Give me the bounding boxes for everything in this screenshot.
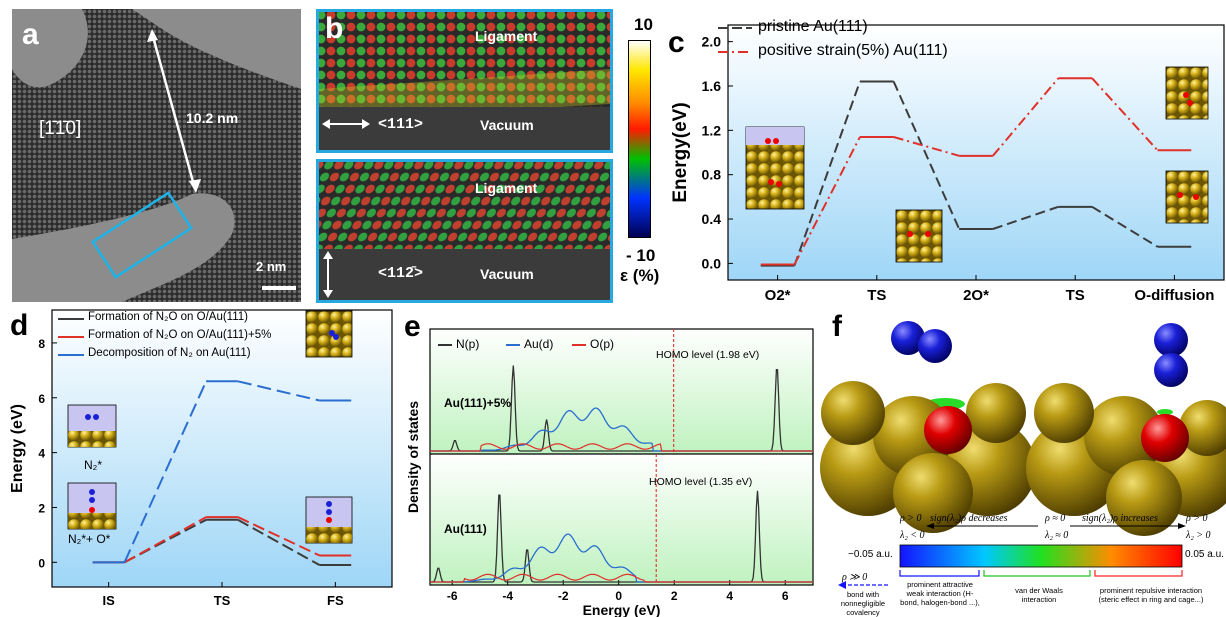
panel-label-d: d [10, 311, 28, 341]
category-label-0: IS [103, 593, 116, 608]
y-axis-label: Energy (eV) [9, 404, 26, 493]
legend-c-1: pristine Au(111) [758, 18, 868, 36]
thumb-2o [896, 210, 942, 262]
thumb-n2 [68, 405, 116, 447]
rdg-min-label: −0.05 a.u. [848, 549, 893, 560]
legend-e-np: N(p) [456, 337, 479, 351]
repulsive-label: prominent repulsive interaction (steric … [1090, 586, 1212, 604]
vdw-label: van der Waals interaction [1004, 586, 1074, 604]
homo-label-strain: HOMO level (1.98 eV) [656, 349, 759, 361]
cond-left-1: ρ > 0 [900, 513, 922, 524]
panel-label-b: b [325, 14, 343, 44]
scalebar-label: 2 nm [256, 259, 286, 274]
panel-label-c: c [668, 28, 685, 58]
category-label-2: FS [327, 593, 344, 608]
category-label-3: TS [1066, 287, 1085, 304]
y-axis-label: Density of states [405, 401, 421, 513]
ytick-label-3: 6 [38, 392, 45, 406]
nci-render-right [1044, 318, 1224, 513]
thumb-ts-strain [1166, 67, 1208, 119]
vacuum-label-top: Vacuum [480, 117, 534, 133]
vacuum-label-bottom: Vacuum [480, 266, 534, 282]
strain-colorbar [628, 40, 652, 240]
interaction-brackets [836, 568, 1216, 588]
ytick-label-4: 8 [38, 337, 45, 351]
legend-e-aud: Au(d) [524, 337, 553, 351]
legend-d-2: Formation of N₂O on O/Au(111)+5% [88, 329, 271, 341]
attractive-label: prominent attractive weak interaction (H… [900, 580, 980, 607]
xtick-label-2: -2 [558, 589, 569, 603]
xtick-label-1: -4 [502, 589, 513, 603]
legend-d-swatches [58, 314, 90, 364]
annotation-n2-o: N₂*+ O* [68, 532, 110, 546]
x-axis-label: Energy (eV) [583, 602, 661, 617]
thumb-o-diffusion [1166, 171, 1208, 223]
rdg-max-label: 0.05 a.u. [1185, 549, 1224, 560]
ligament-label-bottom: Ligament [475, 180, 537, 196]
ytick-label-2: 4 [38, 447, 45, 461]
thumb-n2o [306, 497, 352, 543]
direction-label-top: <111> [378, 116, 423, 133]
legend-c-swatches [718, 20, 758, 60]
legend-d-1: Formation of N₂O on O/Au(111) [88, 311, 248, 323]
strain-map-top [316, 9, 613, 153]
thumb-o2-ts [746, 127, 804, 209]
strain-map-bottom [316, 159, 613, 303]
legend-d-3: Decomposition of N₂ on Au(111) [88, 347, 251, 359]
xtick-label-5: 4 [726, 589, 733, 603]
cond-left-2: λ₂ < 0 [900, 530, 925, 541]
direction-arrows-f [920, 522, 1220, 530]
covalent-label: bond with nonnegligible covalency [838, 590, 888, 617]
ytick-label-0: 0.0 [702, 255, 722, 271]
nci-render-left [828, 318, 1018, 513]
category-label-4: O-diffusion [1134, 287, 1214, 304]
cond-mid-2: λ₂ ≈ 0 [1045, 530, 1068, 541]
ytick-label-0: 0 [38, 556, 45, 570]
homo-label-pristine: HOMO level (1.35 eV) [649, 476, 752, 488]
colorbar-min: - 10 [626, 246, 655, 266]
direction-label-bottom: <112̄> [378, 265, 423, 282]
panel-label-a: a [22, 20, 39, 50]
subplot-label-pristine: Au(111) [444, 522, 487, 536]
category-label-0: O2* [765, 287, 791, 304]
colorbar-unit: ε (%) [620, 266, 659, 286]
cond-right-2: λ₂ > 0 [1186, 530, 1211, 541]
category-label-2: 2O* [963, 287, 989, 304]
xtick-label-4: 2 [671, 589, 678, 603]
scale-bar [262, 286, 296, 290]
thumb-n-decomp [306, 311, 352, 357]
ytick-label-2: 0.8 [702, 167, 722, 183]
orientation-label: [1̄1̄0] [39, 118, 81, 140]
legend-e-op: O(p) [590, 337, 614, 351]
ytick-label-1: 2 [38, 501, 45, 515]
category-label-1: TS [214, 593, 231, 608]
panel-label-e: e [404, 312, 421, 342]
category-label-1: TS [867, 287, 886, 304]
vacuum-region-bottom [12, 193, 235, 302]
colorbar-max: 10 [634, 15, 653, 35]
ytick-label-4: 1.6 [702, 78, 722, 94]
thumb-n2-o [68, 483, 116, 529]
y-axis-label: Energy(eV) [670, 102, 691, 202]
ytick-label-3: 1.2 [702, 122, 722, 138]
rho-gg-label: ρ ≫ 0 [842, 572, 867, 583]
xtick-label-0: -6 [447, 589, 458, 603]
ligament-label-top: Ligament [475, 28, 537, 44]
xtick-label-6: 6 [782, 589, 789, 603]
annotation-n2: N₂* [84, 458, 102, 472]
ytick-label-1: 0.4 [702, 211, 722, 227]
distance-label: 10.2 nm [186, 110, 238, 126]
legend-c-2: positive strain(5%) Au(111) [758, 42, 948, 60]
xtick-label-3: 0 [615, 589, 622, 603]
subplot-label-strain: Au(111)+5% [444, 396, 511, 410]
